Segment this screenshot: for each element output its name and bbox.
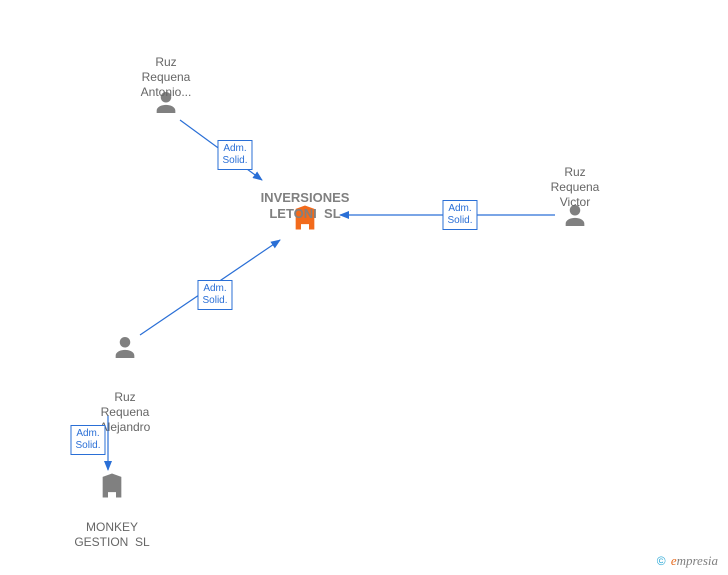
edge-label: Adm. Solid. [217, 140, 252, 170]
edge-label: Adm. Solid. [197, 280, 232, 310]
watermark-rest: mpresia [677, 553, 718, 568]
edge-label: Adm. Solid. [442, 200, 477, 230]
watermark: © empresia [657, 553, 718, 569]
node-label: Ruz Requena Antonio... [141, 55, 192, 100]
node-label: Ruz Requena Victor [551, 165, 600, 210]
diagram-canvas: INVERSIONES LETONI SL Ruz Requena Antonio… [0, 0, 728, 575]
person-icon [111, 333, 139, 368]
node-label: Ruz Requena Alejandro [100, 390, 151, 435]
building-icon [96, 469, 128, 508]
center-node-label: INVERSIONES LETONI SL [261, 190, 350, 223]
edge-label: Adm. Solid. [70, 425, 105, 455]
node-label: MONKEY GESTION SL [74, 520, 149, 550]
copyright-icon: © [657, 554, 666, 568]
